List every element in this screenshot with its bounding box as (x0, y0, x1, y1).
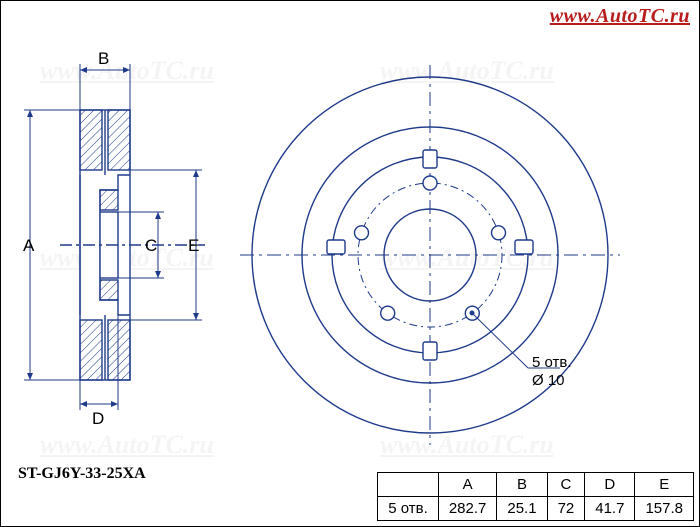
spec-table: A B C D E 5 отв. 282.7 25.1 72 41.7 157.… (377, 472, 694, 521)
dim-label-B: B (98, 50, 109, 67)
bolt-diameter-text: Ø 10 (532, 372, 572, 390)
dim-label-E: E (188, 237, 199, 254)
dim-label-C: C (145, 237, 157, 254)
col-E: E (635, 473, 694, 497)
col-C: C (547, 473, 585, 497)
bolt-count-text: 5 отв. (532, 354, 572, 372)
cell-A: 282.7 (438, 497, 497, 521)
table-row: 5 отв. 282.7 25.1 72 41.7 157.8 (378, 497, 694, 521)
cell-holes: 5 отв. (378, 497, 439, 521)
cell-B: 25.1 (497, 497, 547, 521)
technical-drawing-svg (0, 0, 700, 527)
side-section-view (60, 110, 205, 380)
part-number-label: ST-GJ6Y-33-25XA (18, 466, 146, 482)
bolt-hole-annotation: 5 отв. Ø 10 (532, 354, 572, 390)
col-holes (378, 473, 439, 497)
col-D: D (585, 473, 635, 497)
drawing-canvas: www.AutoTC.ru www.AutoTC.ru www.AutoTC.r… (0, 0, 700, 527)
dim-label-A: A (23, 237, 34, 254)
cell-D: 41.7 (585, 497, 635, 521)
col-B: B (497, 473, 547, 497)
cell-E: 157.8 (635, 497, 694, 521)
cell-C: 72 (547, 497, 585, 521)
dim-label-D: D (92, 410, 104, 427)
col-A: A (438, 473, 497, 497)
table-row: A B C D E (378, 473, 694, 497)
